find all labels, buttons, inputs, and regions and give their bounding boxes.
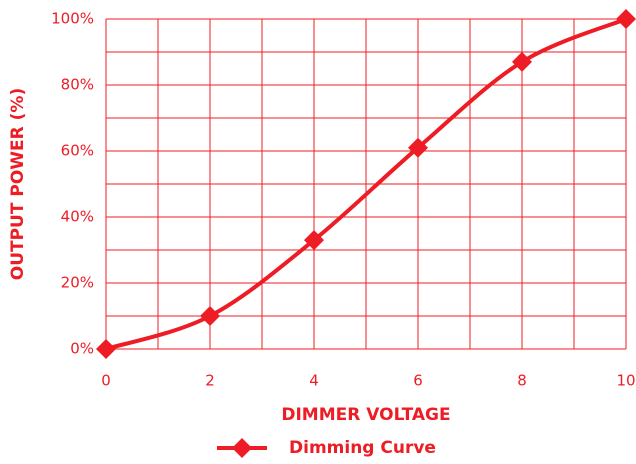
- y-tick-label: 60%: [61, 142, 94, 160]
- point-marker: [96, 339, 116, 359]
- x-tick-label: 2: [205, 372, 215, 390]
- y-tick-label: 0%: [70, 340, 94, 358]
- x-tick-label: 6: [413, 372, 423, 390]
- x-axis-title: DIMMER VOLTAGE: [281, 405, 450, 425]
- y-tick-label: 40%: [61, 208, 94, 226]
- point-marker: [408, 137, 428, 158]
- point-marker: [200, 306, 220, 326]
- x-tick-label: 4: [309, 372, 319, 390]
- y-axis-title: OUTPUT POWER (%): [8, 88, 28, 281]
- y-tick-label: 20%: [61, 274, 94, 292]
- legend-marker: [232, 438, 252, 458]
- x-tick-label: 10: [616, 372, 635, 390]
- y-tick-label: 100%: [51, 10, 94, 28]
- y-tick-label: 80%: [61, 76, 94, 94]
- x-tick-label: 8: [517, 372, 527, 390]
- point-marker: [512, 51, 532, 72]
- point-marker: [304, 230, 324, 251]
- x-tick-label: 0: [101, 372, 111, 390]
- point-marker: [616, 9, 636, 29]
- legend-label: Dimming Curve: [289, 438, 436, 458]
